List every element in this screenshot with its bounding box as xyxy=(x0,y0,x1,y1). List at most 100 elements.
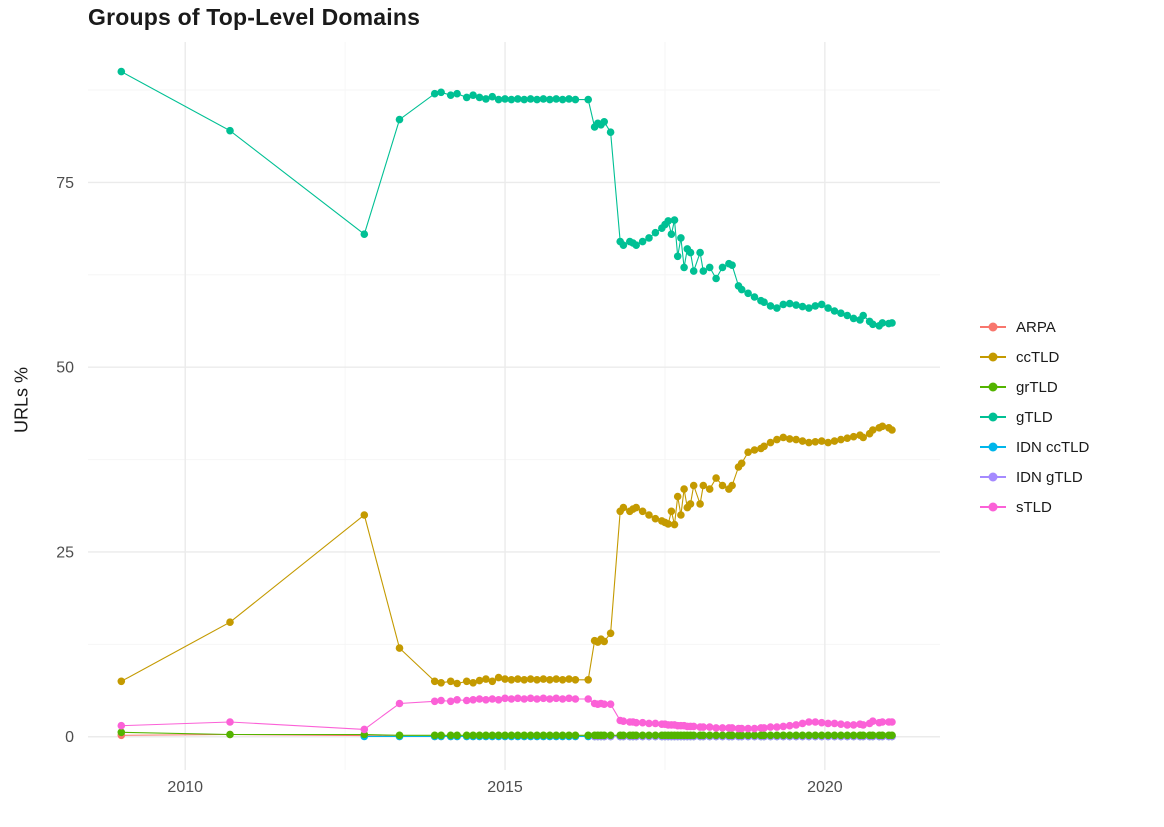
data-point xyxy=(565,694,573,703)
data-point xyxy=(859,433,867,442)
data-point xyxy=(619,241,628,249)
data-point xyxy=(680,485,688,493)
data-point xyxy=(849,721,858,729)
data-point xyxy=(488,677,497,686)
series-cctld xyxy=(117,422,896,688)
data-point xyxy=(469,91,477,99)
data-point xyxy=(533,95,541,104)
data-point xyxy=(878,319,887,327)
x-tick-label: 2015 xyxy=(487,779,523,796)
data-point xyxy=(673,252,682,261)
data-point xyxy=(718,731,727,740)
data-point xyxy=(552,95,560,103)
data-point xyxy=(571,695,580,703)
data-point xyxy=(677,234,685,242)
data-point xyxy=(830,731,839,740)
data-point xyxy=(673,492,682,501)
data-point xyxy=(117,67,126,76)
data-point xyxy=(430,697,439,706)
data-point xyxy=(360,725,369,734)
data-point xyxy=(744,289,752,298)
data-point xyxy=(469,731,477,740)
data-point xyxy=(565,95,573,103)
data-point xyxy=(488,731,497,740)
legend-item-cctld: ccTLD xyxy=(980,348,1089,366)
data-point xyxy=(744,724,752,733)
data-point xyxy=(651,719,660,728)
data-point xyxy=(469,679,477,687)
data-point xyxy=(117,721,126,730)
data-point xyxy=(696,500,704,508)
data-point xyxy=(705,263,714,272)
data-point xyxy=(837,435,845,444)
data-point xyxy=(453,696,461,704)
data-point xyxy=(453,89,461,98)
data-point xyxy=(453,679,461,688)
data-point xyxy=(606,700,615,708)
data-point xyxy=(760,731,768,740)
data-point xyxy=(475,93,484,102)
data-point xyxy=(482,95,490,103)
data-point xyxy=(395,644,404,652)
y-tick-label: 75 xyxy=(56,175,74,192)
data-point xyxy=(117,677,126,686)
data-point xyxy=(712,474,720,482)
data-point xyxy=(360,230,369,238)
data-point xyxy=(632,241,640,249)
legend-key-icon xyxy=(980,439,1006,455)
data-point xyxy=(888,731,896,740)
data-point xyxy=(766,723,775,731)
data-point xyxy=(600,637,608,646)
data-point xyxy=(888,319,896,327)
data-point xyxy=(824,438,832,447)
data-point xyxy=(744,448,752,457)
data-point xyxy=(571,731,580,740)
data-point xyxy=(670,520,679,529)
data-point xyxy=(539,731,548,740)
series-line xyxy=(121,71,893,327)
y-axis-title: URLs % xyxy=(11,366,32,434)
data-point xyxy=(817,731,826,740)
data-point xyxy=(779,731,788,740)
data-point xyxy=(849,432,858,441)
data-point xyxy=(651,228,660,237)
data-point xyxy=(619,717,628,725)
data-point xyxy=(539,675,548,683)
data-point xyxy=(859,731,867,740)
data-point xyxy=(737,459,746,468)
data-point xyxy=(632,718,640,727)
legend-label: gTLD xyxy=(1016,408,1053,426)
data-point xyxy=(226,618,234,626)
data-point xyxy=(811,718,820,726)
data-point xyxy=(728,724,736,732)
chart-title: Groups of Top-Level Domains xyxy=(88,4,421,30)
data-point xyxy=(533,731,541,740)
data-point xyxy=(638,507,647,516)
data-point xyxy=(565,731,573,740)
data-point xyxy=(632,731,640,740)
data-point xyxy=(638,237,647,246)
legend-item-stld: sTLD xyxy=(980,498,1089,516)
data-point xyxy=(843,721,852,729)
series-stld xyxy=(117,694,896,734)
data-point xyxy=(558,731,567,740)
data-point xyxy=(571,676,580,684)
data-point xyxy=(488,695,497,703)
data-point xyxy=(843,434,852,443)
data-point xyxy=(792,721,800,729)
data-point xyxy=(526,694,535,703)
data-point xyxy=(805,718,813,726)
data-point xyxy=(395,731,404,740)
data-point xyxy=(638,731,647,740)
data-point xyxy=(645,719,653,728)
data-point xyxy=(606,128,615,136)
data-point xyxy=(520,95,528,104)
data-point xyxy=(817,718,826,727)
data-point xyxy=(600,118,608,126)
data-point xyxy=(475,695,484,703)
data-point xyxy=(360,511,369,519)
data-point xyxy=(869,320,877,329)
data-point xyxy=(546,676,554,684)
data-point xyxy=(699,267,708,275)
data-point xyxy=(552,675,560,683)
